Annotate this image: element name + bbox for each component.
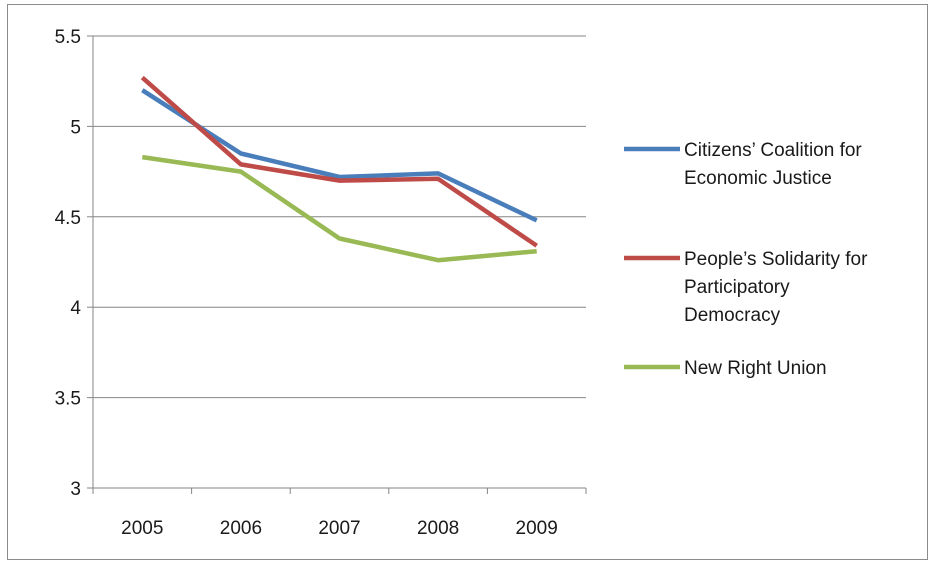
y-tick-label: 3.5 bbox=[55, 389, 81, 410]
series-line-2 bbox=[140, 75, 538, 248]
y-tick-label: 5.5 bbox=[55, 27, 81, 48]
y-tick-label: 5 bbox=[70, 117, 81, 138]
x-tick-label: 2009 bbox=[516, 518, 558, 539]
legend: Citizens’ Coalition for Economic Justice P… bbox=[624, 140, 868, 379]
x-tick-label: 2007 bbox=[318, 518, 360, 539]
y-tick-label: 4.5 bbox=[55, 208, 81, 229]
legend-label: People’s Solidarity for bbox=[684, 249, 868, 270]
series-line-3 bbox=[141, 154, 537, 263]
legend-label: Democracy bbox=[684, 305, 781, 326]
series-lines bbox=[140, 75, 538, 263]
x-tick-label: 2006 bbox=[220, 518, 262, 539]
y-tick-label: 3 bbox=[70, 479, 81, 500]
axes: 3 3.5 4 4.5 5 5.5 2005 2006 2007 2008 2009 bbox=[55, 27, 587, 539]
x-tick-label: 2005 bbox=[121, 518, 163, 539]
legend-label: Participatory bbox=[684, 277, 790, 298]
chart-frame bbox=[7, 4, 928, 560]
y-tick-label: 4 bbox=[70, 298, 81, 319]
legend-label: Economic Justice bbox=[684, 168, 832, 189]
legend-label: Citizens’ Coalition for bbox=[684, 140, 862, 161]
legend-label: New Right Union bbox=[684, 358, 827, 379]
x-tick-label: 2008 bbox=[417, 518, 459, 539]
grid-lines bbox=[93, 35, 586, 399]
series-line-1 bbox=[141, 88, 538, 223]
